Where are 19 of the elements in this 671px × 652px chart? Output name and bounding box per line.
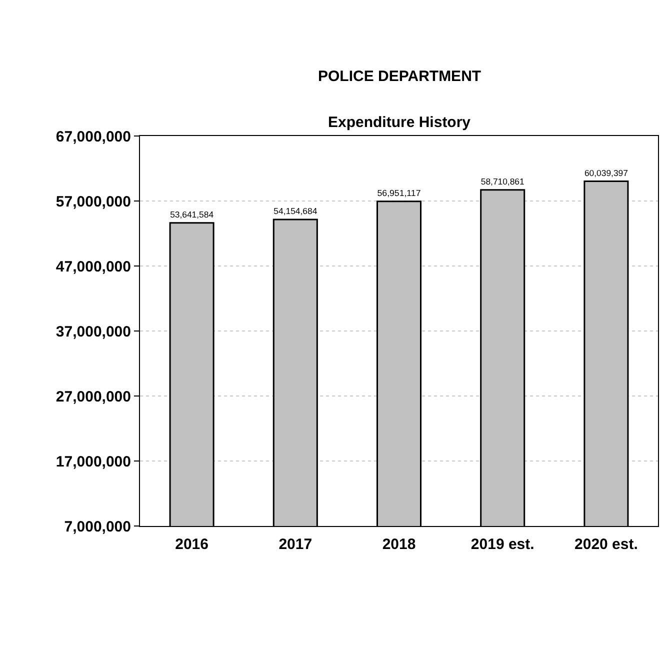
chart-subtitle: Expenditure History bbox=[328, 114, 472, 131]
data-label: 53,641,584 bbox=[170, 210, 214, 220]
data-label: 54,154,684 bbox=[274, 206, 318, 216]
x-tick-label: 2018 bbox=[382, 536, 416, 553]
data-label: 58,710,861 bbox=[480, 176, 525, 187]
x-tick-label: 2019 est. bbox=[470, 536, 534, 553]
x-tick-label: 2017 bbox=[278, 536, 312, 553]
x-tick-label: 2020 est. bbox=[574, 536, 638, 553]
chart-title: POLICE DEPARTMENT bbox=[318, 68, 482, 85]
y-tick-label: 27,000,000 bbox=[56, 388, 131, 406]
y-tick-label: 67,000,000 bbox=[56, 128, 131, 146]
y-tick-label: 57,000,000 bbox=[56, 193, 131, 210]
y-tick-label: 37,000,000 bbox=[56, 323, 131, 340]
y-tick-label: 7,000,000 bbox=[64, 518, 131, 536]
y-tick-label: 17,000,000 bbox=[56, 453, 131, 470]
data-label: 60,039,397 bbox=[584, 168, 628, 178]
data-label: 56,951,117 bbox=[377, 188, 421, 198]
y-tick-label: 47,000,000 bbox=[56, 258, 131, 276]
x-tick-label: 2016 bbox=[175, 536, 208, 553]
